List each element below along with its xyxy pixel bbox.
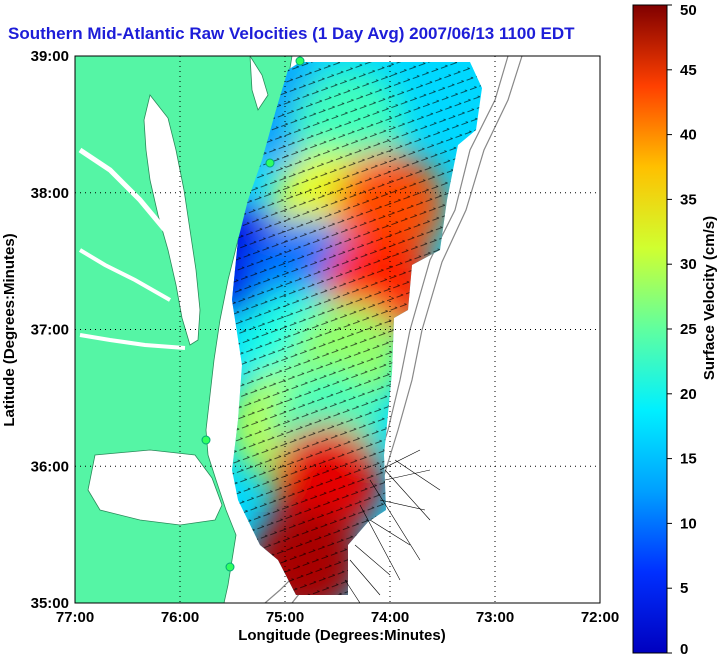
colorbar [632, 4, 668, 654]
y-tick-label: 37:00 [31, 322, 69, 339]
x-tick-label: 74:00 [371, 609, 409, 626]
y-tick-label: 38:00 [31, 185, 69, 202]
chesapeake-river [78, 147, 167, 232]
colorbar-tick-label: 25 [680, 321, 697, 338]
x-tick-label: 76:00 [161, 609, 199, 626]
y-axis-title: Latitude (Degrees:Minutes) [1, 233, 18, 426]
x-tick-label: 77:00 [56, 609, 94, 626]
x-tick-label: 72:00 [581, 609, 619, 626]
y-tick-label: 36:00 [31, 458, 69, 475]
colorbar-tick-label: 5 [680, 580, 688, 597]
grid-lines [75, 56, 600, 603]
chesapeake-bay [143, 94, 201, 346]
velocity-vectors-offshore [344, 449, 441, 603]
colorbar-tick-label: 40 [680, 127, 697, 144]
y-tick-label: 35:00 [31, 595, 69, 612]
colorbar-tick-label: 30 [680, 256, 697, 273]
potomac-river [78, 248, 171, 302]
x-axis: 77:00 76:00 75:00 74:00 73:00 72:00 [56, 609, 619, 626]
colorbar-label: Surface Velocity (cm/s) [701, 216, 718, 380]
james-river [79, 333, 186, 350]
station-marker [201, 435, 211, 445]
station-marker [265, 158, 275, 168]
colorbar-tick-label: 10 [680, 515, 697, 532]
colorbar-tick-label: 0 [680, 641, 688, 658]
delaware-bay [249, 56, 269, 111]
colorbar-tick-label: 15 [680, 451, 697, 468]
colorbar-tick-label: 20 [680, 386, 697, 403]
colorbar-tick-label: 45 [680, 62, 697, 79]
x-axis-title: Longitude (Degrees:Minutes) [238, 627, 446, 644]
y-axis: 39:00 38:00 37:00 36:00 35:00 [31, 48, 69, 612]
pamlico-sound [87, 449, 223, 526]
chart-title: Southern Mid-Atlantic Raw Velocities (1 … [8, 24, 575, 43]
x-tick-label: 75:00 [266, 609, 304, 626]
colorbar-tick-label: 50 [680, 2, 697, 19]
colorbar-tick-label: 35 [680, 191, 697, 208]
plot-area [75, 56, 600, 603]
station-marker [295, 56, 305, 66]
station-marker [225, 562, 235, 572]
y-tick-label: 39:00 [31, 48, 69, 65]
x-tick-label: 73:00 [476, 609, 514, 626]
plot-frame [74, 55, 601, 604]
